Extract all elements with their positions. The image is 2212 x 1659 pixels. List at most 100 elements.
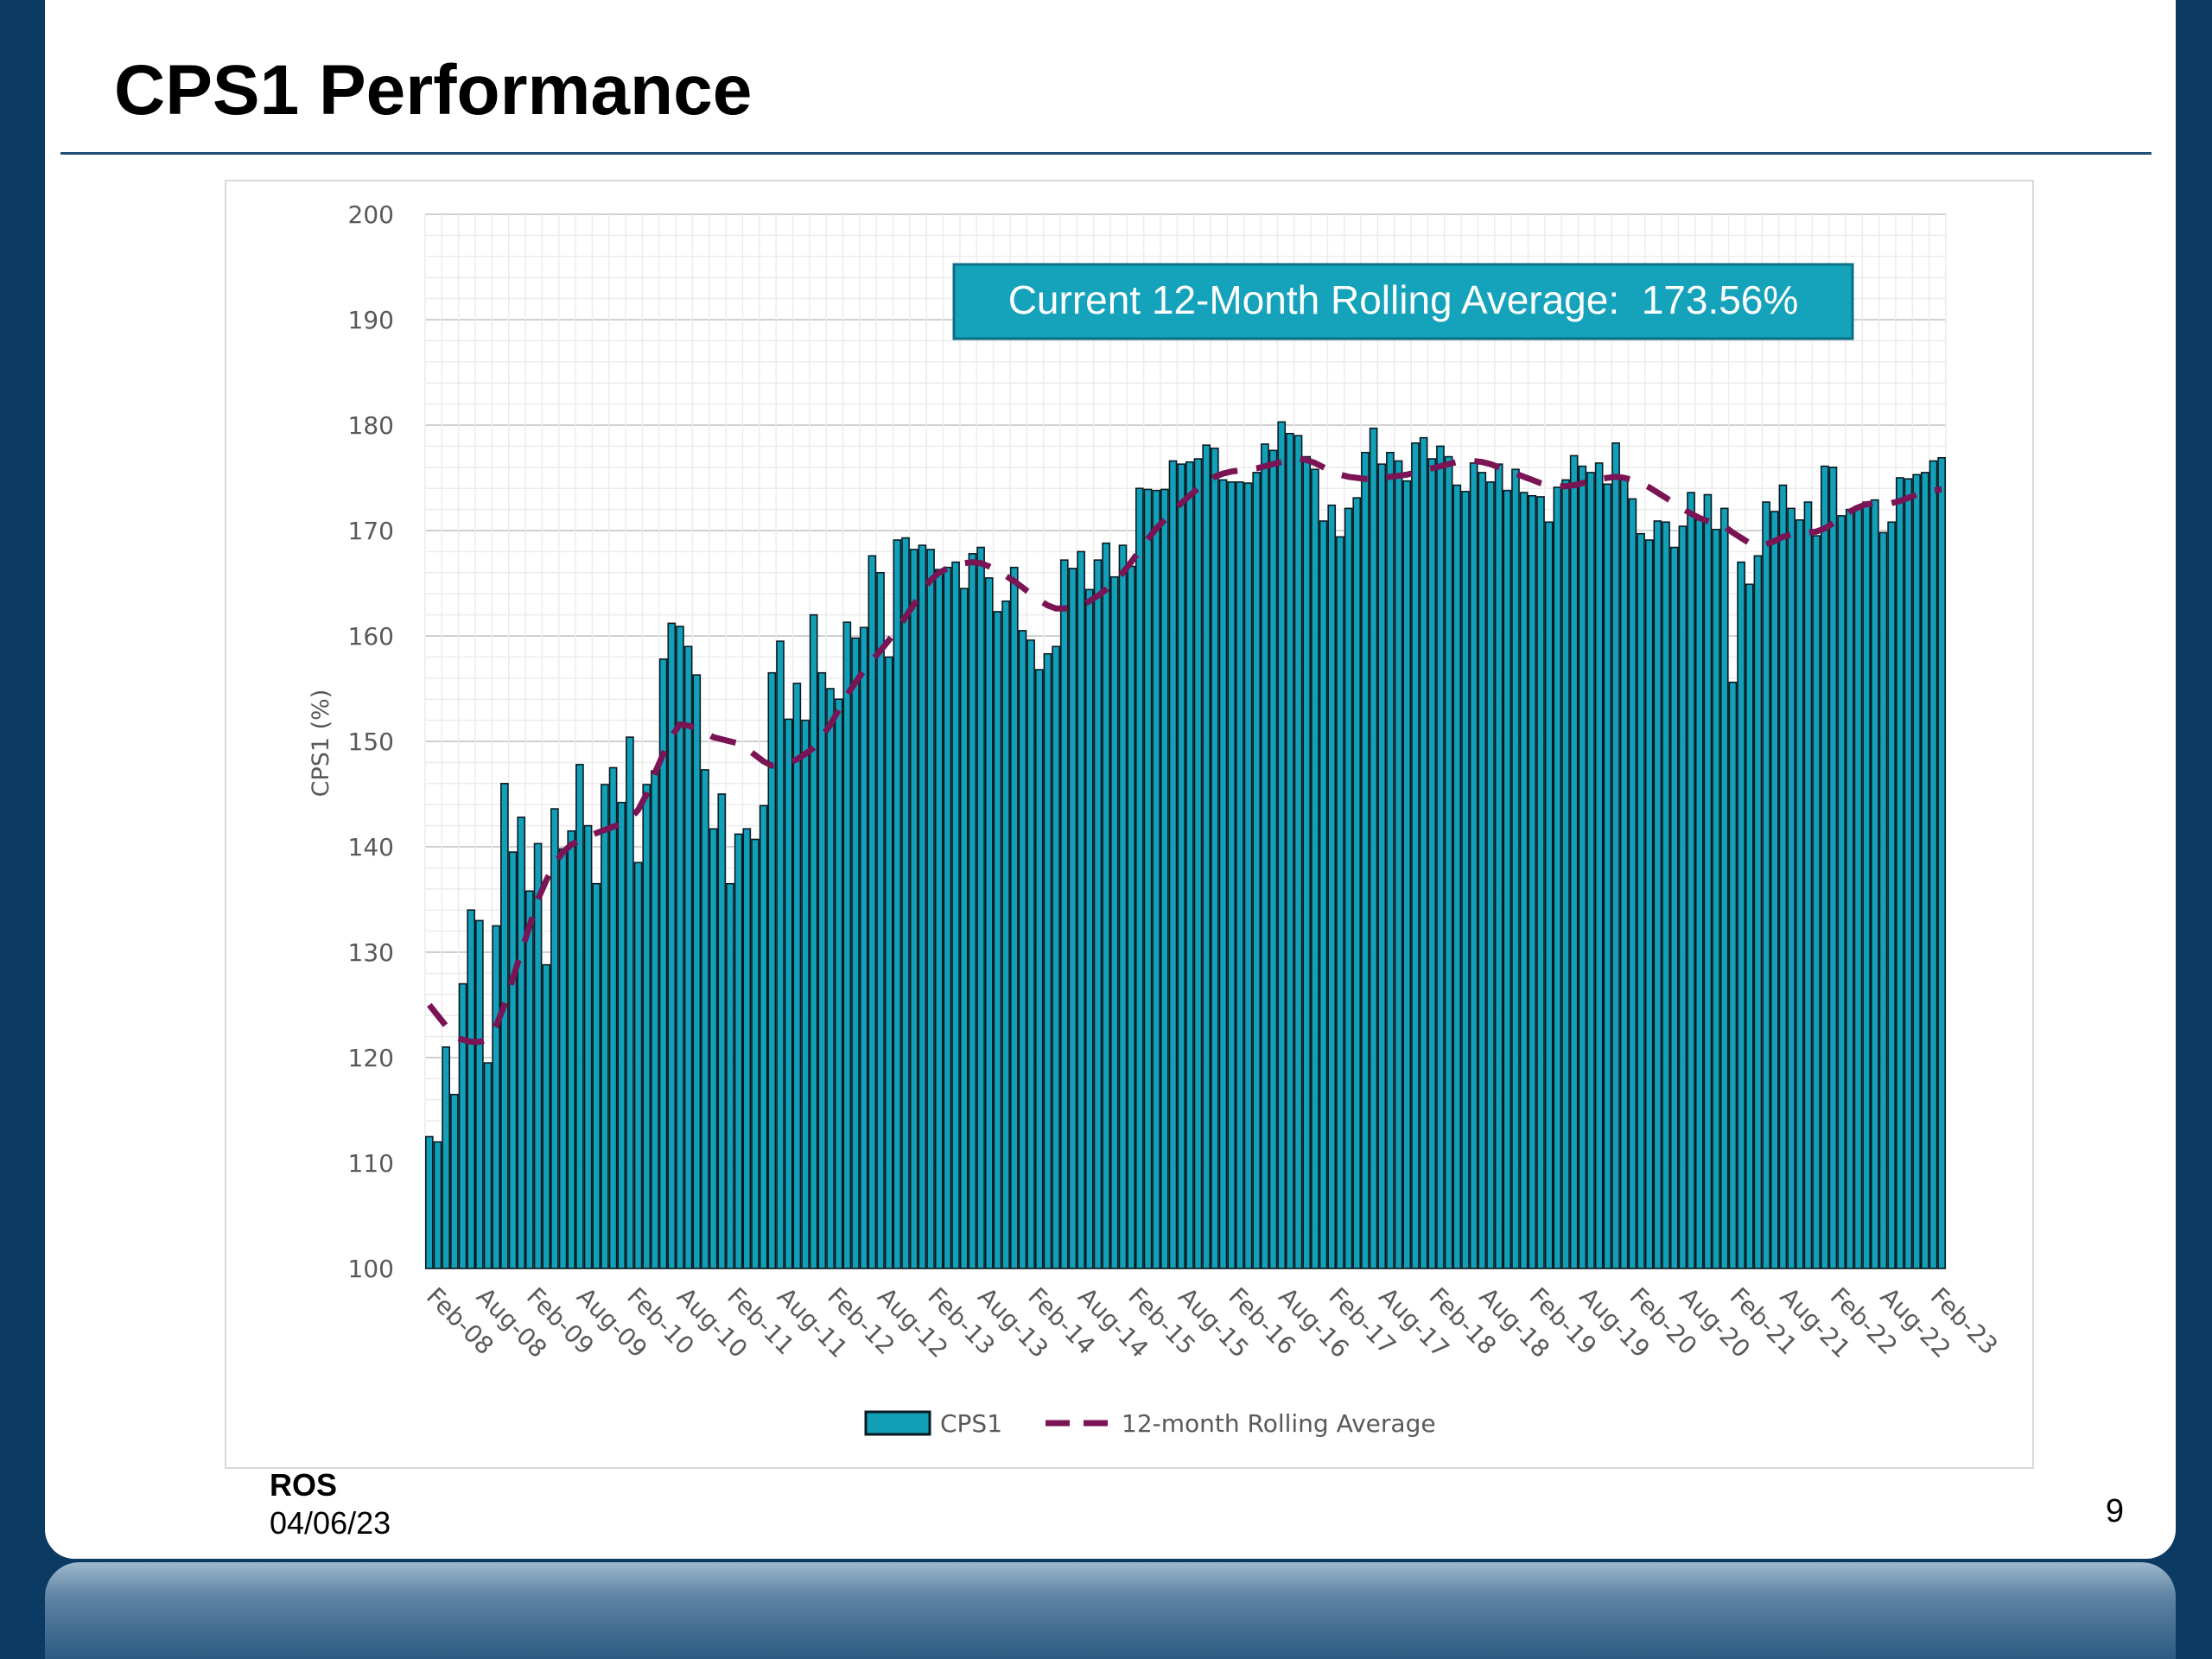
annotation-text: Current 12-Month Rolling Average: 173.56… bbox=[1008, 277, 1799, 322]
cps1-bar bbox=[1628, 498, 1637, 1269]
cps1-bar bbox=[734, 833, 743, 1269]
cps1-bar bbox=[859, 626, 868, 1269]
cps1-bar bbox=[425, 1135, 434, 1269]
cps1-bar bbox=[633, 861, 643, 1269]
y-tick-label: 190 bbox=[348, 306, 394, 334]
cps1-bar bbox=[508, 851, 518, 1269]
cps1-bar bbox=[1561, 479, 1570, 1269]
cps1-bar bbox=[525, 890, 534, 1269]
cps1-bar bbox=[1202, 444, 1211, 1269]
cps1-bar bbox=[959, 588, 969, 1269]
cps1-bar bbox=[517, 817, 526, 1269]
cps1-bar bbox=[1895, 477, 1904, 1269]
y-tick-label: 110 bbox=[348, 1149, 394, 1178]
cps1-bar bbox=[1377, 463, 1387, 1269]
chart-frame: 100 110 120 130 140 150 160 170 180 190 200 Feb-08… bbox=[225, 180, 2034, 1469]
cps1-bar bbox=[1678, 525, 1688, 1269]
cps1-bar bbox=[1511, 468, 1520, 1269]
y-tick-label: 180 bbox=[348, 411, 394, 440]
cps1-bar bbox=[608, 766, 618, 1269]
cps1-bar bbox=[1569, 454, 1579, 1269]
cps1-bar bbox=[751, 838, 760, 1269]
cps1-bar bbox=[1177, 463, 1185, 1269]
y-tick-label: 140 bbox=[348, 833, 394, 861]
y-tick-label: 120 bbox=[348, 1044, 394, 1072]
cps1-bar bbox=[851, 637, 860, 1269]
cps1-bar bbox=[1904, 478, 1913, 1269]
cps1-bar bbox=[1327, 504, 1337, 1269]
cps1-bar bbox=[1862, 501, 1871, 1269]
cps1-bar bbox=[1528, 494, 1537, 1269]
cps1-bar bbox=[1619, 475, 1629, 1269]
cps1-chart: 100 110 120 130 140 150 160 170 180 190 200 Feb-08… bbox=[308, 200, 2003, 1438]
cps1-bar bbox=[1536, 496, 1545, 1269]
cps1-bar bbox=[1152, 489, 1160, 1269]
cps1-bar bbox=[1461, 491, 1470, 1269]
cps1-bar bbox=[801, 719, 810, 1269]
cps1-bar bbox=[809, 613, 818, 1269]
cps1-bar bbox=[1878, 531, 1888, 1269]
cps1-bar bbox=[834, 698, 843, 1269]
cps1-bar bbox=[893, 539, 902, 1269]
cps1-bar bbox=[1236, 481, 1244, 1269]
y-tick-label: 100 bbox=[348, 1255, 394, 1283]
cps1-bar bbox=[1052, 645, 1060, 1269]
cps1-bar bbox=[1787, 507, 1796, 1269]
cps1-bar bbox=[1402, 480, 1412, 1269]
cps1-bar bbox=[1812, 535, 1821, 1269]
cps1-bar bbox=[1820, 465, 1829, 1269]
cps1-bar bbox=[1719, 507, 1729, 1269]
cps1-bar bbox=[1185, 461, 1194, 1269]
cps1-bar bbox=[1427, 458, 1437, 1269]
cps1-bar bbox=[1478, 472, 1487, 1269]
cps1-bar bbox=[868, 555, 877, 1269]
cps1-bar bbox=[1118, 544, 1128, 1269]
cps1-bar bbox=[1920, 472, 1929, 1269]
cps1-bar bbox=[1302, 455, 1312, 1269]
y-tick-label: 200 bbox=[348, 200, 394, 229]
cps1-bar bbox=[1845, 508, 1854, 1269]
cps1-bar bbox=[1544, 521, 1554, 1269]
cps1-bar bbox=[726, 882, 734, 1269]
cps1-bar bbox=[1436, 445, 1445, 1269]
cps1-bar bbox=[1703, 493, 1713, 1269]
cps1-bar bbox=[968, 553, 977, 1269]
cps1-bar bbox=[934, 569, 944, 1269]
y-tick-label: 160 bbox=[348, 622, 394, 651]
cps1-bar bbox=[1937, 457, 1946, 1269]
cps1-bar bbox=[1369, 427, 1378, 1269]
cps1-bar bbox=[667, 622, 677, 1269]
cps1-bar bbox=[1286, 432, 1294, 1269]
cps1-bar bbox=[826, 688, 835, 1269]
y-tick-label: 130 bbox=[348, 938, 394, 967]
cps1-bar bbox=[1218, 479, 1228, 1269]
cps1-bar bbox=[1361, 451, 1370, 1269]
cps1-bar bbox=[483, 1062, 493, 1269]
cps1-bar bbox=[1745, 583, 1754, 1269]
cps1-bar bbox=[1009, 566, 1019, 1269]
cps1-bar bbox=[1261, 443, 1269, 1269]
legend: CPS1 12-month Rolling Average bbox=[864, 1409, 1436, 1438]
cps1-bar bbox=[1728, 681, 1738, 1269]
cps1-bar bbox=[492, 925, 501, 1269]
cps1-bar bbox=[567, 830, 576, 1269]
cps1-bar bbox=[1644, 539, 1654, 1269]
rolling-average-line bbox=[427, 455, 1942, 1046]
cps1-bar bbox=[651, 770, 659, 1269]
cps1-bar bbox=[1193, 458, 1203, 1269]
cps1-bar bbox=[1102, 542, 1110, 1269]
cps1-bar bbox=[1762, 501, 1770, 1269]
cps1-bar bbox=[1268, 449, 1278, 1269]
y-tick-label: 170 bbox=[348, 517, 394, 545]
cps1-bar bbox=[1252, 472, 1262, 1269]
cps1-bar bbox=[1109, 575, 1119, 1269]
cps1-bar bbox=[926, 549, 935, 1269]
cps1-bar bbox=[943, 566, 952, 1269]
cps1-bar bbox=[658, 658, 668, 1269]
cps1-bar bbox=[1687, 492, 1695, 1269]
cps1-bar bbox=[717, 793, 727, 1269]
cps1-bar bbox=[1837, 515, 1846, 1269]
y-axis-ticks: 100 110 120 130 140 150 160 170 180 190 200 bbox=[348, 200, 394, 1283]
cps1-bar bbox=[984, 577, 994, 1269]
cps1-bar bbox=[918, 544, 927, 1269]
